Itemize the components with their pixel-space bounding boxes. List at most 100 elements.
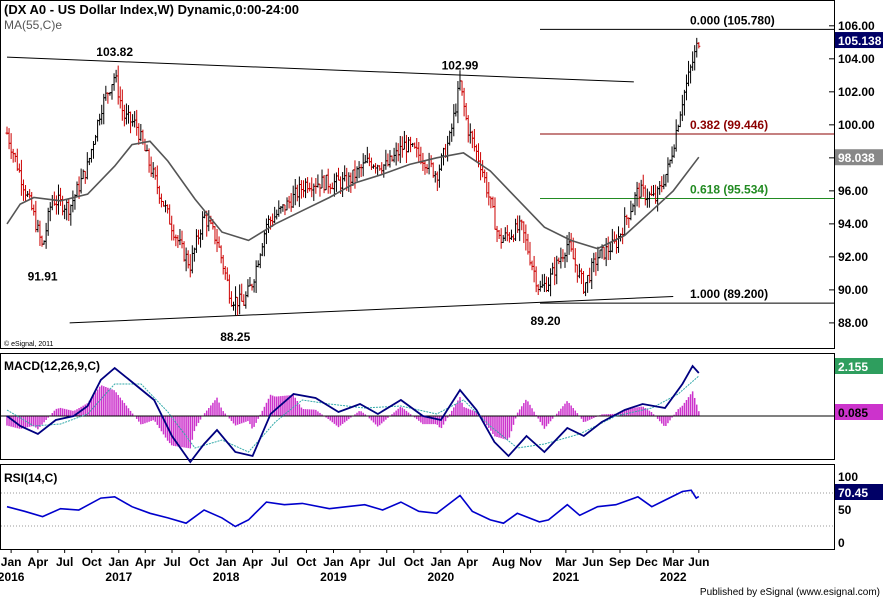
price-bar bbox=[120, 89, 124, 121]
price-bar bbox=[382, 164, 386, 178]
price-bar bbox=[433, 170, 437, 183]
x-month-label: Jul bbox=[378, 555, 395, 569]
signal-value-badge: 0.085 bbox=[838, 406, 868, 420]
price-bar bbox=[36, 219, 40, 233]
price-bar bbox=[254, 260, 258, 293]
price-bar bbox=[135, 109, 139, 136]
price-bar bbox=[48, 202, 52, 222]
price-bar bbox=[295, 184, 299, 202]
x-month-label: Jan bbox=[216, 555, 237, 569]
price-bar bbox=[199, 229, 203, 248]
price-bar bbox=[38, 220, 42, 246]
rsi-value-badge-bg bbox=[835, 484, 883, 500]
price-bar bbox=[69, 204, 73, 226]
price-bar bbox=[273, 206, 277, 224]
price-bar bbox=[499, 228, 503, 249]
price-bar bbox=[11, 148, 15, 163]
fib-level-label: 1.000 (89.200) bbox=[690, 287, 768, 301]
price-bar bbox=[468, 123, 472, 144]
price-bar bbox=[557, 257, 561, 265]
x-month-label: Jun bbox=[582, 555, 603, 569]
price-bar bbox=[676, 124, 680, 132]
price-bar bbox=[172, 224, 176, 241]
rsi-tick-label: 50 bbox=[838, 503, 852, 517]
price-bar bbox=[264, 218, 268, 245]
x-year-label: 2017 bbox=[105, 570, 132, 584]
price-bar bbox=[429, 155, 433, 168]
x-month-label: Oct bbox=[404, 555, 424, 569]
price-bar bbox=[470, 130, 474, 149]
price-bar bbox=[219, 245, 223, 264]
price-bar bbox=[116, 65, 120, 105]
ma-55-line bbox=[6, 140, 700, 250]
price-bar bbox=[326, 168, 330, 194]
price-bar bbox=[530, 260, 534, 271]
price-bar bbox=[15, 148, 19, 171]
price-bar bbox=[318, 183, 322, 197]
price-bar bbox=[61, 195, 65, 216]
price-bar bbox=[201, 211, 205, 240]
x-month-label: Apr bbox=[135, 555, 156, 569]
price-bar bbox=[551, 262, 555, 275]
ma-value-badge: 98.038 bbox=[838, 151, 875, 165]
price-bar bbox=[324, 174, 328, 191]
price-bar bbox=[365, 146, 369, 164]
price-bar bbox=[246, 279, 250, 298]
price-bar bbox=[184, 247, 188, 272]
price-bar bbox=[666, 157, 670, 183]
price-bar bbox=[643, 185, 647, 206]
price-bar bbox=[501, 235, 505, 243]
price-bar bbox=[367, 153, 371, 167]
price-bar bbox=[322, 175, 326, 194]
x-month-label: Jul bbox=[163, 555, 180, 569]
price-bar bbox=[623, 207, 627, 236]
price-bar bbox=[388, 150, 392, 168]
price-bar bbox=[652, 184, 656, 197]
price-bar bbox=[452, 104, 456, 137]
price-bar bbox=[133, 111, 137, 128]
price-bar bbox=[456, 81, 460, 124]
price-bar bbox=[400, 136, 404, 158]
price-bar bbox=[285, 197, 289, 211]
price-bar bbox=[528, 241, 532, 266]
price-bar bbox=[217, 236, 221, 248]
rsi-legend: RSI(14,C) bbox=[4, 471, 57, 485]
price-annotations: 103.82 91.91 88.25 102.99 89.20 bbox=[28, 45, 561, 344]
price-bar bbox=[196, 229, 200, 245]
x-month-label: Apr bbox=[350, 555, 371, 569]
price-bar bbox=[238, 284, 242, 315]
price-bar bbox=[131, 114, 135, 127]
price-bar bbox=[153, 166, 157, 180]
x-month-label: Apr bbox=[457, 555, 478, 569]
price-bar bbox=[291, 185, 295, 208]
price-bar bbox=[464, 103, 468, 121]
price-bar bbox=[96, 119, 100, 142]
x-month-label: Apr bbox=[242, 555, 263, 569]
x-month-label: Jul bbox=[56, 555, 73, 569]
price-bar bbox=[252, 279, 256, 293]
price-bar bbox=[28, 189, 32, 199]
price-tick-label: 92.00 bbox=[838, 250, 868, 264]
price-bar bbox=[91, 141, 95, 159]
x-month-label: Sep bbox=[609, 555, 631, 569]
price-bar bbox=[301, 180, 305, 198]
price-bar bbox=[534, 266, 538, 293]
macd-panel-frame bbox=[0, 353, 835, 460]
price-bar bbox=[687, 60, 691, 87]
price-bar bbox=[231, 301, 235, 311]
price-bar bbox=[532, 255, 536, 283]
price-bar bbox=[194, 229, 198, 253]
price-bar bbox=[629, 200, 633, 221]
price-bar bbox=[693, 45, 697, 71]
price-bar bbox=[680, 94, 684, 122]
price-bar bbox=[538, 280, 542, 292]
price-bar bbox=[520, 219, 524, 231]
price-bar bbox=[625, 214, 629, 226]
price-bar bbox=[341, 172, 345, 198]
price-bar bbox=[330, 182, 334, 190]
price-bar bbox=[190, 245, 194, 274]
last-price-badge-bg bbox=[835, 32, 883, 49]
price-y-axis: 106.00104.00102.00100.0098.0096.0094.009… bbox=[829, 19, 875, 330]
fibonacci-levels: 0.000 (105.780) 0.382 (99.446) 0.618 (95.5… bbox=[540, 13, 834, 304]
rsi-value-badge: 70.45 bbox=[838, 486, 868, 500]
